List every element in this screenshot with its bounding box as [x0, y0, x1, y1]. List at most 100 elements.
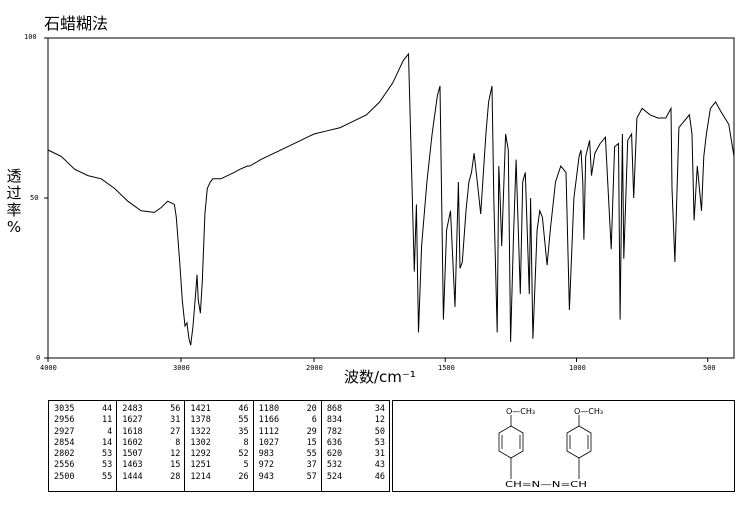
peak-row: 2927 4 — [54, 427, 112, 438]
peak-transmittance: 55 — [306, 449, 317, 460]
peak-transmittance: 6 — [311, 415, 317, 426]
peak-transmittance: 15 — [306, 437, 317, 448]
y-axis-label-char: 透 — [6, 167, 22, 185]
peak-wavenumber: 1421 — [190, 404, 211, 414]
peak-row: 1166 6 — [259, 415, 317, 426]
peak-wavenumber: 782 — [326, 426, 343, 437]
peak-wavenumber: 524 — [326, 471, 343, 482]
peak-wavenumber: 2802 — [54, 449, 75, 460]
peak-transmittance: 5 — [243, 460, 249, 471]
peak-wavenumber: 1180 — [258, 404, 280, 414]
peak-row: 1602 8 — [122, 438, 180, 449]
x-tick-label: 500 — [703, 364, 716, 372]
peak-transmittance: 53 — [101, 449, 113, 460]
peak-row: 1463 15 — [122, 460, 180, 471]
peak-wavenumber: 1302 — [190, 437, 211, 448]
structure-box: O—CH₃ O—CH₃ CH=N—N=CH — [392, 400, 735, 492]
peak-row: 1251 5 — [190, 460, 248, 471]
benzene-ring-left — [498, 425, 524, 459]
peak-transmittance: 12 — [170, 449, 181, 460]
peak-row: 1627 31 — [122, 415, 180, 426]
peak-wavenumber: 1214 — [190, 471, 211, 482]
peak-row: 1214 26 — [190, 472, 248, 483]
page-title: 石蜡糊法 — [44, 14, 109, 33]
peak-wavenumber: 2483 — [122, 404, 143, 414]
peak-transmittance: 52 — [238, 449, 249, 460]
peak-transmittance: 11 — [101, 415, 113, 426]
peak-row: 2854 14 — [54, 438, 112, 449]
benzene-ring-right — [566, 425, 592, 459]
peak-transmittance: 26 — [238, 471, 249, 482]
peak-wavenumber: 1507 — [122, 449, 143, 460]
peak-wavenumber: 2956 — [54, 415, 75, 426]
x-tick-label: 1000 — [569, 364, 586, 372]
peak-wavenumber: 1166 — [258, 415, 280, 426]
x-axis-label: 波数/cm⁻¹ — [344, 368, 416, 386]
methoxy-label-right: O—CH₃ — [574, 407, 603, 416]
peak-wavenumber: 972 — [258, 460, 274, 471]
peak-wavenumber: 1027 — [258, 437, 280, 448]
peak-row: 1180 20 — [259, 404, 317, 415]
peak-column: 2483 56 1627 31 1618 27 1602 8 1507 12 1463 15 1444 2… — [117, 401, 186, 491]
peak-wavenumber: 2927 — [54, 426, 75, 437]
peak-column: 3035 44 2956 11 2927 4 2854 14 2802 53 2556 53 2500 5… — [49, 401, 118, 491]
peak-transmittance: 50 — [374, 426, 386, 437]
peak-wavenumber: 2556 — [54, 460, 75, 471]
x-tick-label: 2000 — [306, 364, 323, 372]
peak-row: 943 57 — [259, 472, 317, 483]
peak-wavenumber: 1463 — [122, 460, 143, 471]
peak-transmittance: 46 — [238, 404, 249, 414]
peak-wavenumber: 834 — [326, 415, 343, 426]
peak-transmittance: 12 — [374, 415, 386, 426]
peak-transmittance: 14 — [101, 437, 113, 448]
peak-row: 1292 52 — [190, 449, 248, 460]
y-tick-label: 0 — [36, 354, 41, 362]
peak-row: 636 53 — [327, 438, 385, 449]
peak-row: 2802 53 — [54, 449, 112, 460]
peak-transmittance: 8 — [243, 437, 249, 448]
peak-row: 2556 53 — [54, 460, 112, 471]
spectrum-line — [47, 52, 735, 346]
peak-row: 1618 27 — [122, 427, 180, 438]
peak-row: 524 46 — [327, 472, 385, 483]
peak-row: 2483 56 — [122, 404, 180, 415]
peak-row: 1378 55 — [190, 415, 248, 426]
spectrum-chart — [44, 37, 735, 362]
peak-transmittance: 55 — [238, 415, 249, 426]
peak-column: 1180 20 1166 6 1112 29 1027 15 983 55 972 37 943 57 — [254, 401, 322, 491]
peak-row: 868 34 — [327, 404, 385, 415]
peak-transmittance: 37 — [306, 460, 317, 471]
peak-row: 1322 35 — [190, 427, 248, 438]
y-tick-label: 50 — [30, 194, 39, 202]
molecule-structure: O—CH₃ O—CH₃ CH=N—N=CH — [498, 407, 603, 489]
peak-wavenumber: 1292 — [190, 449, 211, 460]
peak-wavenumber: 1627 — [122, 415, 143, 426]
peak-transmittance: 27 — [170, 426, 181, 437]
peak-row: 782 50 — [327, 427, 385, 438]
peak-row: 532 43 — [327, 460, 385, 471]
x-tick-label: 3000 — [173, 364, 190, 372]
peak-transmittance: 57 — [306, 471, 317, 482]
peak-transmittance: 44 — [101, 404, 113, 414]
peak-transmittance: 35 — [238, 426, 249, 437]
peak-row: 2956 11 — [54, 415, 112, 426]
peak-wavenumber: 1378 — [190, 415, 211, 426]
peak-wavenumber: 868 — [326, 404, 343, 414]
peak-wavenumber: 1444 — [122, 471, 143, 482]
peak-row: 620 31 — [327, 449, 385, 460]
peak-row: 2500 55 — [54, 472, 112, 483]
peak-row: 983 55 — [259, 449, 317, 460]
peak-row: 972 37 — [259, 460, 317, 471]
peak-transmittance: 29 — [306, 426, 317, 437]
peak-transmittance: 55 — [101, 471, 113, 482]
peak-row: 1027 15 — [259, 438, 317, 449]
y-axis-label: 透 过 率 % — [4, 168, 24, 236]
peak-wavenumber: 3035 — [54, 404, 75, 414]
peak-transmittance: 31 — [374, 449, 386, 460]
peak-wavenumber: 2854 — [54, 437, 75, 448]
peak-wavenumber: 943 — [258, 471, 274, 482]
peak-transmittance: 8 — [175, 437, 181, 448]
azine-linkage: CH=N—N=CH — [505, 480, 587, 489]
peak-transmittance: 43 — [374, 460, 386, 471]
peak-row: 1302 8 — [190, 438, 248, 449]
